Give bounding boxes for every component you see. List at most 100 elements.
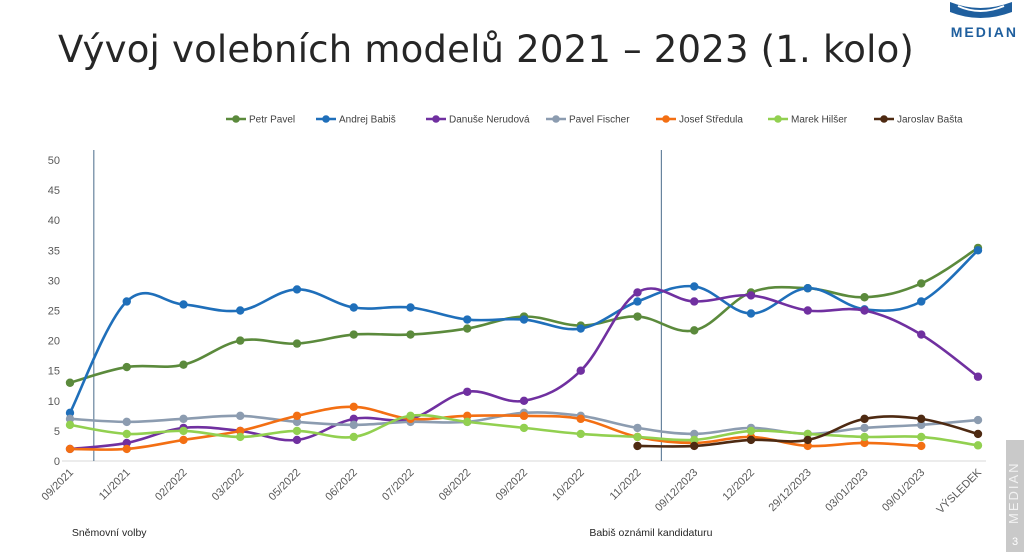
data-point-jaroslav-basta: [803, 435, 812, 445]
data-point-andrej-babis: [65, 408, 75, 418]
data-point-danuse-nerudova: [292, 435, 302, 445]
data-point-jaroslav-basta: [860, 414, 869, 424]
data-point-andrej-babis: [179, 300, 188, 309]
data-point-marek-hilser: [690, 435, 699, 445]
data-point-pavel-fischer: [122, 417, 131, 427]
data-point-pavel-fischer: [292, 417, 302, 427]
data-point-pavel-fischer: [349, 420, 358, 430]
data-point-pavel-fischer: [65, 414, 75, 424]
x-tick-label: VÝSLEDEK: [934, 465, 985, 516]
data-point-danuse-nerudova: [633, 288, 642, 297]
legend-swatch-dot: [880, 115, 888, 123]
logo-wave-icon: [950, 2, 1012, 18]
legend-entry-label: Petr Pavel: [249, 115, 295, 126]
data-point-josef-stredula: [65, 444, 75, 454]
data-point-danuse-nerudova: [973, 372, 983, 381]
x-tick-label: 03/2022: [210, 467, 247, 504]
x-tick-label: 09/2022: [494, 467, 531, 504]
y-tick-label: 0: [54, 456, 60, 468]
event-marker-label: Sněmovní volby: [72, 527, 147, 539]
data-point-pavel-fischer: [917, 420, 926, 430]
x-tick-label: 02/2022: [153, 467, 190, 504]
data-point-pavel-fischer: [690, 429, 699, 439]
data-point-petr-pavel: [690, 326, 699, 335]
x-tick-label: 07/2022: [380, 467, 417, 504]
legend-swatch-dot: [552, 115, 560, 123]
data-point-josef-stredula: [122, 444, 131, 454]
data-point-marek-hilser: [65, 420, 75, 430]
x-tick-label: 11/2021: [97, 467, 133, 503]
legend-entry-label: Pavel Fischer: [569, 115, 630, 126]
data-point-andrej-babis: [519, 315, 529, 324]
brand-name: MEDIAN: [950, 24, 1018, 40]
legend-entry-label: Marek Hilšer: [791, 115, 848, 126]
legend-swatch-dot: [662, 115, 670, 123]
data-point-josef-stredula: [917, 441, 926, 451]
brand-logo: [940, 0, 1020, 44]
legend-swatch-dot: [432, 115, 440, 123]
data-point-marek-hilser: [122, 429, 131, 439]
data-point-josef-stredula: [179, 435, 188, 445]
event-marker-label: Babiš oznámil kandidaturu: [589, 527, 712, 539]
data-point-danuse-nerudova: [349, 414, 358, 424]
y-tick-label: 50: [48, 155, 60, 167]
data-point-marek-hilser: [803, 429, 812, 439]
data-point-marek-hilser: [236, 432, 245, 442]
data-point-marek-hilser: [860, 432, 869, 442]
data-point-pavel-fischer: [973, 415, 983, 425]
data-point-danuse-nerudova: [690, 297, 699, 306]
y-tick-label: 30: [48, 275, 60, 287]
x-tick-label: 29/12/2023: [766, 467, 813, 514]
data-point-marek-hilser: [406, 411, 415, 421]
data-point-andrej-babis: [973, 246, 983, 255]
data-point-andrej-babis: [349, 303, 358, 312]
x-tick-label: 03/01/2023: [823, 467, 870, 514]
y-tick-label: 45: [48, 185, 60, 197]
data-point-jaroslav-basta: [690, 441, 699, 451]
data-point-jaroslav-basta: [973, 429, 983, 439]
data-point-andrej-babis: [746, 309, 756, 318]
data-point-andrej-babis: [917, 297, 926, 306]
data-point-andrej-babis: [463, 315, 472, 324]
y-tick-label: 20: [48, 336, 60, 348]
data-point-pavel-fischer: [236, 411, 245, 421]
legend-entry-label: Danuše Nerudová: [449, 115, 530, 126]
y-tick-label: 15: [48, 366, 60, 378]
data-point-petr-pavel: [860, 293, 869, 302]
data-point-danuse-nerudova: [519, 396, 529, 405]
page-number: 3: [1012, 536, 1019, 548]
data-point-danuse-nerudova: [860, 306, 869, 315]
data-point-petr-pavel: [349, 330, 358, 339]
legend-entry-label: Jaroslav Bašta: [897, 115, 963, 126]
y-tick-label: 40: [48, 215, 60, 227]
data-point-josef-stredula: [576, 414, 585, 424]
series-line-danuse-nerudova: [69, 287, 979, 451]
data-point-petr-pavel: [236, 336, 245, 345]
data-point-josef-stredula: [803, 441, 812, 451]
data-point-josef-stredula: [349, 402, 358, 412]
data-point-jaroslav-basta: [633, 441, 642, 451]
legend-swatch-dot: [774, 115, 782, 123]
data-point-josef-stredula: [860, 438, 869, 448]
data-point-marek-hilser: [633, 432, 642, 442]
y-tick-label: 25: [48, 306, 60, 318]
data-point-danuse-nerudova: [803, 306, 812, 315]
x-tick-label: 10/2022: [550, 467, 587, 504]
data-point-andrej-babis: [292, 285, 302, 294]
data-point-petr-pavel: [406, 330, 415, 339]
data-point-andrej-babis: [803, 284, 812, 293]
x-tick-label: 11/2022: [608, 467, 644, 503]
data-point-danuse-nerudova: [463, 387, 472, 396]
data-point-jaroslav-basta: [917, 414, 926, 424]
data-point-petr-pavel: [633, 312, 642, 321]
data-point-marek-hilser: [519, 423, 529, 433]
series-line-andrej-babis: [68, 249, 979, 414]
x-tick-label: 09/2021: [40, 467, 77, 504]
data-point-pavel-fischer: [179, 414, 188, 424]
data-point-andrej-babis: [690, 282, 699, 291]
y-tick-label: 35: [48, 245, 60, 257]
data-point-pavel-fischer: [633, 423, 642, 433]
data-point-josef-stredula: [519, 411, 529, 421]
legend-entry-label: Andrej Babiš: [339, 115, 396, 126]
data-point-marek-hilser: [292, 426, 302, 436]
